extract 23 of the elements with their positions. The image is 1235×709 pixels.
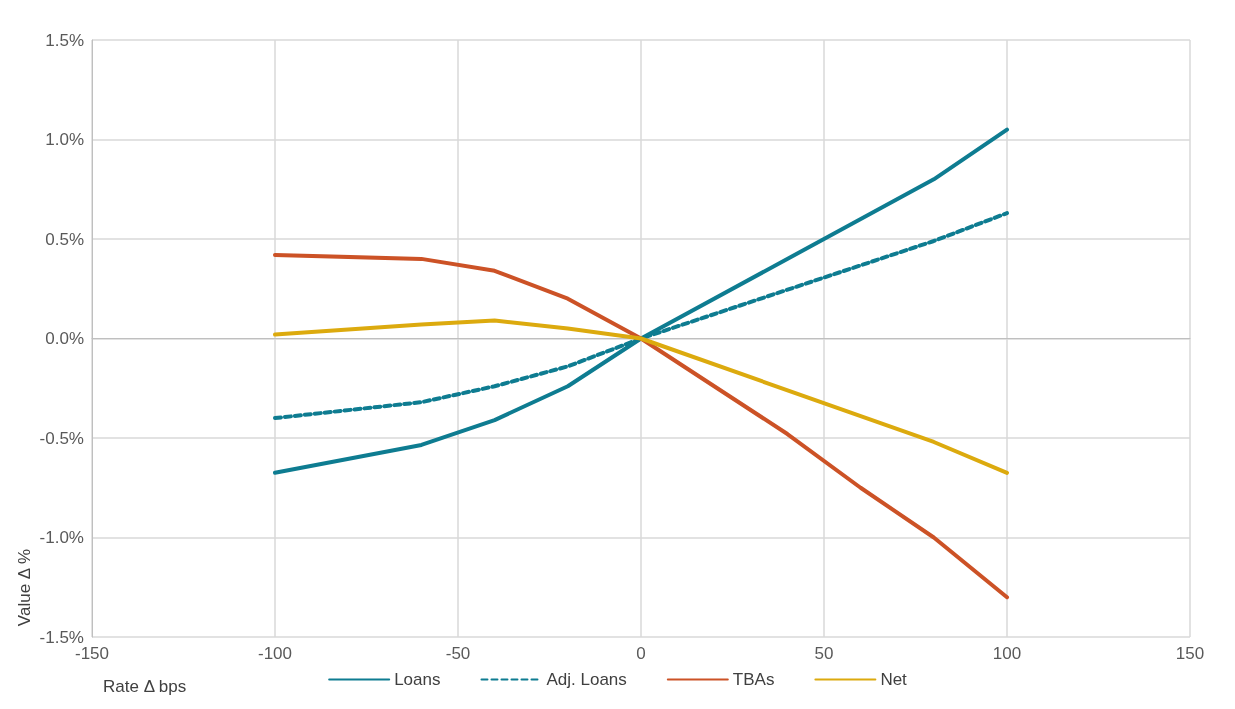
y-tick-label: 1.0% (45, 130, 84, 149)
y-axis-title: Value Δ % (15, 548, 34, 627)
y-tick-label: 0.0% (45, 329, 84, 348)
x-tick-label: 150 (1175, 644, 1205, 663)
y-tick-label: -1.0% (39, 528, 84, 547)
x-tick-label: -100 (257, 644, 293, 663)
line-series (273, 318, 1009, 475)
y-tick-label: -1.5% (39, 627, 84, 647)
line-series (273, 127, 1009, 475)
x-axis-title: Rate Δ bps (103, 677, 187, 696)
x-tick-label: -50 (445, 644, 471, 663)
y-tick-label: -0.5% (39, 428, 84, 448)
x-tick-label: -150 (74, 644, 110, 663)
x-tick-label: 50 (814, 644, 834, 663)
y-tick-label: 0.5% (45, 229, 84, 249)
legend-label: Net (880, 670, 908, 689)
legend-label: Adj. Loans (546, 670, 627, 689)
line-series (273, 252, 1009, 600)
legend-label: Loans (394, 670, 441, 689)
legend-label: TBAs (732, 670, 775, 689)
y-tick-label: 1.5% (45, 30, 84, 50)
x-tick-label: 0 (636, 644, 646, 663)
x-tick-label: 100 (992, 644, 1022, 663)
